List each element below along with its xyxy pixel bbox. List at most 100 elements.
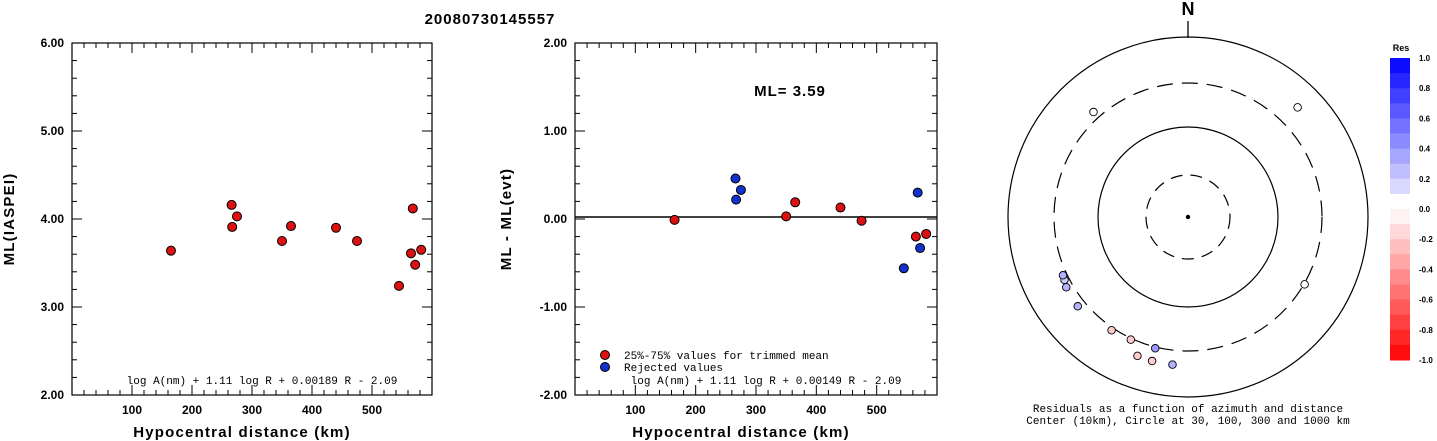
x-tick-label: 400 <box>302 403 322 417</box>
y-tick-label: 1.00 <box>544 124 568 138</box>
north-label: N <box>1182 0 1195 19</box>
data-point <box>407 203 418 214</box>
colorbar-tick-label: -0.4 <box>1419 265 1433 274</box>
x-tick-label: 300 <box>242 403 262 417</box>
polar-caption-1: Residuals as a function of azimuth and d… <box>1033 404 1343 416</box>
data-point <box>735 184 746 195</box>
colorbar-cell <box>1390 224 1410 240</box>
epicenter-dot <box>1185 214 1191 220</box>
colorbar-cell <box>1390 209 1410 225</box>
colorbar-cell <box>1390 163 1410 180</box>
ring-30km <box>1145 174 1231 260</box>
residual-colorbar: Res 1.0 0.8 0.6 0.4 0.2 0.0 -0.2 -0.4 -0.6 -0.8 -1… <box>1390 43 1433 365</box>
colorbar-cell <box>1390 88 1410 104</box>
colorbar-cell <box>1390 118 1410 134</box>
colorbar-cell <box>1390 344 1410 361</box>
x-tick-label: 300 <box>746 403 766 417</box>
ml-ylabel: ML(IASPEI) <box>1 173 18 266</box>
station-marker <box>1073 302 1082 311</box>
station-marker <box>1151 344 1160 353</box>
station-marker <box>1300 280 1309 289</box>
data-point <box>731 194 742 205</box>
data-point <box>416 244 427 255</box>
data-point <box>898 263 909 274</box>
data-point <box>406 248 416 259</box>
data-point <box>910 231 921 242</box>
x-tick-label: 100 <box>122 403 142 417</box>
station-marker <box>1107 326 1116 335</box>
figure-title: 20080730145557 <box>425 11 556 28</box>
colorbar-tick-label: 0.0 <box>1419 205 1431 214</box>
colorbar-cell <box>1390 254 1410 270</box>
y-tick-label: 4.00 <box>41 212 65 226</box>
colorbar-tick-label: -1.0 <box>1419 356 1433 365</box>
data-point <box>781 211 792 222</box>
colorbar-tick-label: 0.6 <box>1419 114 1431 123</box>
legend-marker-rejected <box>600 362 610 372</box>
data-point <box>921 228 932 239</box>
data-point <box>730 173 741 184</box>
colorbar-cell <box>1390 133 1410 150</box>
colorbar-cell <box>1390 148 1410 165</box>
residual-ylabel: ML - ML(evt) <box>498 168 515 270</box>
colorbar-tick-label: 0.4 <box>1419 145 1431 154</box>
data-point <box>835 202 846 213</box>
colorbar-cell <box>1390 299 1410 316</box>
colorbar-cell <box>1390 193 1410 210</box>
colorbar-cell <box>1390 58 1410 74</box>
colorbar-cell <box>1390 329 1410 346</box>
data-point <box>790 197 801 208</box>
station-marker <box>1062 283 1071 292</box>
station-marker <box>1168 360 1177 369</box>
station-marker <box>1293 103 1302 112</box>
residual-xlabel: Hypocentral distance (km) <box>632 424 850 441</box>
colorbar-cell <box>1390 178 1410 195</box>
data-point <box>410 259 421 270</box>
y-tick-label: 0.00 <box>544 212 568 226</box>
station-marker <box>1147 356 1157 366</box>
data-point <box>232 211 242 222</box>
data-point <box>915 243 926 254</box>
y-tick-label: 3.00 <box>41 300 65 314</box>
legend-marker-trimmed <box>600 350 610 360</box>
ring-1000km <box>1007 36 1369 398</box>
colorbar-cell <box>1390 284 1410 301</box>
x-tick-label: 200 <box>686 403 706 417</box>
station-marker <box>1089 107 1098 117</box>
colorbar-tick-label: -0.2 <box>1419 235 1433 244</box>
data-point <box>856 215 867 226</box>
y-tick-label: 6.00 <box>41 36 65 50</box>
y-tick-label: -2.00 <box>540 388 568 402</box>
x-tick-label: 500 <box>867 403 887 417</box>
data-point <box>331 222 341 233</box>
y-tick-label: 2.00 <box>544 36 568 50</box>
residual-panel: ML - ML(evt) Hypocentral distance (km) M… <box>498 36 938 441</box>
station-marker <box>1058 271 1068 280</box>
y-tick-label: 2.00 <box>41 388 65 402</box>
colorbar-tick-label: 0.8 <box>1419 84 1431 93</box>
data-point <box>669 214 680 225</box>
y-tick-label: -1.00 <box>540 300 568 314</box>
ml-panel: ML(IASPEI) Hypocentral distance (km) log… <box>1 36 433 441</box>
ml-formula: log A(nm) + 1.11 log R + 0.00189 R - 2.0… <box>127 376 398 388</box>
data-point <box>227 221 238 232</box>
colorbar-cell <box>1390 103 1410 119</box>
ring-100km <box>1097 126 1279 308</box>
colorbar-tick-label: -0.6 <box>1419 296 1433 305</box>
ml-annotation: ML= 3.59 <box>754 83 826 100</box>
legend-label-trimmed: 25%-75% values for trimmed mean <box>624 351 829 363</box>
data-point <box>226 199 237 210</box>
ring-300km <box>1053 82 1323 352</box>
y-tick-label: 5.00 <box>41 124 65 138</box>
station-marker <box>1126 335 1136 344</box>
residual-formula: log A(nm) + 1.11 log R + 0.00149 R - 2.0… <box>631 376 902 388</box>
data-point <box>166 245 176 256</box>
x-tick-label: 400 <box>806 403 826 417</box>
x-tick-label: 500 <box>362 403 382 417</box>
colorbar-tick-label: 0.2 <box>1419 175 1431 184</box>
colorbar-tick-label: 1.0 <box>1419 54 1431 63</box>
colorbar-cell <box>1390 269 1410 285</box>
x-tick-label: 200 <box>182 403 202 417</box>
colorbar-cell <box>1390 314 1410 331</box>
